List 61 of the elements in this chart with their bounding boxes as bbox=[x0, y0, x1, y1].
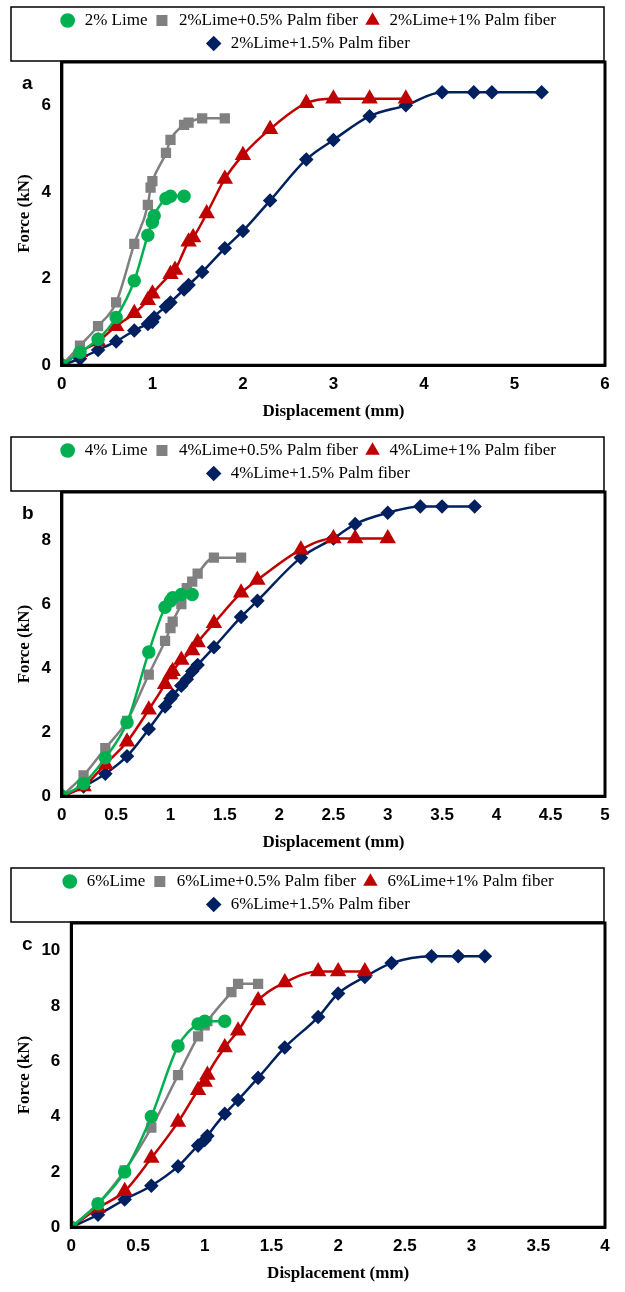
legend-label: 2%Lime+1% Palm fiber bbox=[389, 9, 557, 29]
y-axis-title: Force (kN) bbox=[13, 1035, 33, 1115]
y-tick-label: 8 bbox=[50, 995, 61, 1015]
x-tick-label: 2 bbox=[333, 1236, 343, 1256]
x-tick-label: 1 bbox=[147, 374, 158, 394]
y-tick-label: 2 bbox=[50, 1161, 61, 1181]
legend-label: 4% Lime bbox=[84, 439, 148, 459]
y-tick-label: 6 bbox=[41, 593, 51, 613]
x-tick-label: 2 bbox=[274, 805, 284, 825]
x-tick-label: 0.5 bbox=[126, 1236, 150, 1256]
legend-label: 4%Lime+1.5% Palm fiber bbox=[230, 462, 411, 482]
y-tick-label: 0 bbox=[41, 785, 51, 805]
y-tick-label: 10 bbox=[41, 940, 61, 960]
x-tick-label: 3 bbox=[328, 374, 339, 394]
x-tick-label: 1.5 bbox=[212, 805, 237, 825]
x-tick-label: 3 bbox=[466, 1236, 477, 1256]
y-tick-label: 6 bbox=[41, 95, 51, 114]
x-tick-label: 0 bbox=[66, 1236, 77, 1256]
x-tick-label: 4 bbox=[419, 374, 430, 394]
x-tick-label: 3 bbox=[383, 805, 393, 825]
x-tick-label: 1 bbox=[200, 1236, 210, 1256]
y-tick-label: 8 bbox=[41, 529, 51, 549]
x-tick-label: 5 bbox=[600, 805, 610, 825]
x-tick-label: 1 bbox=[165, 805, 176, 825]
y-tick-label: 4 bbox=[41, 657, 52, 677]
text: c bbox=[22, 933, 33, 955]
legend-label: 2% Lime bbox=[84, 9, 148, 29]
legend-label: 6%Lime+1.5% Palm fiber bbox=[230, 893, 411, 913]
x-axis-title: Displacement (mm) bbox=[262, 401, 405, 421]
legend-label: 6%Lime+0.5% Palm fiber bbox=[176, 870, 357, 890]
x-tick-label: 2.5 bbox=[321, 805, 346, 825]
x-tick-label: 1.5 bbox=[259, 1236, 284, 1256]
legend-label: 6%Lime bbox=[86, 870, 146, 890]
legend-label: 2%Lime+0.5% Palm fiber bbox=[178, 9, 359, 29]
x-tick-label: 4 bbox=[600, 1236, 611, 1256]
x-tick-label: 4 bbox=[491, 805, 502, 825]
y-tick-label: 6 bbox=[50, 1050, 61, 1070]
y-tick-label: 0 bbox=[50, 1216, 61, 1236]
x-tick-label: 0.5 bbox=[104, 805, 128, 825]
y-tick-label: 2 bbox=[41, 721, 51, 741]
x-tick-label: 5 bbox=[509, 374, 520, 394]
legend-label: 4%Lime+1% Palm fiber bbox=[389, 439, 557, 459]
x-axis-title: Displacement (mm) bbox=[267, 1263, 410, 1283]
x-tick-label: 2 bbox=[238, 374, 248, 394]
x-tick-label: 3.5 bbox=[526, 1236, 551, 1256]
x-axis-title: Displacement (mm) bbox=[262, 832, 405, 852]
y-tick-label: 0 bbox=[41, 354, 51, 374]
text: a bbox=[22, 72, 33, 94]
x-tick-label: 4.5 bbox=[538, 805, 563, 825]
y-tick-label: 4 bbox=[41, 181, 52, 201]
y-axis-title: Force (kN) bbox=[13, 604, 33, 684]
y-tick-label: 4 bbox=[50, 1106, 61, 1126]
legend-label: 4%Lime+0.5% Palm fiber bbox=[178, 439, 359, 459]
x-tick-label: 3.5 bbox=[430, 805, 454, 825]
y-axis-title: Force (kN) bbox=[13, 174, 33, 253]
legend-label: 2%Lime+1.5% Palm fiber bbox=[230, 32, 411, 52]
x-tick-label: 6 bbox=[600, 374, 610, 394]
x-tick-label: 2.5 bbox=[393, 1236, 417, 1256]
legend-label: 6%Lime+1% Palm fiber bbox=[387, 870, 555, 890]
y-tick-label: 2 bbox=[41, 268, 51, 288]
text: b bbox=[22, 502, 34, 524]
